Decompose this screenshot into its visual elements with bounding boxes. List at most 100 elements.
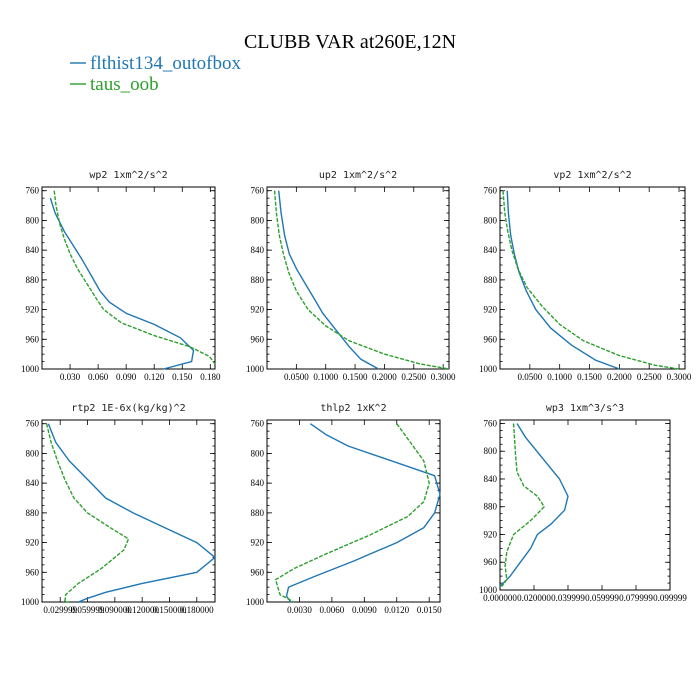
x-tick-label-1-3: 0.2000 [372, 372, 397, 382]
x-tick-label-2-5: 0.3000 [667, 372, 692, 382]
y-tick-label-4-2: 840 [251, 478, 265, 488]
x-tick-label-1-1: 0.1000 [313, 372, 338, 382]
x-tick-label-1-5: 0.3000 [431, 372, 456, 382]
series-line-0-0 [49, 197, 195, 370]
y-tick-label-4-3: 880 [251, 508, 265, 518]
x-tick-label-5-4: 0.079999 [619, 593, 653, 603]
x-tick-label-5-0: 0.000000 [483, 593, 517, 603]
panel-grid: wp2 1xm^2/s^2 760 800 840 880 920 960 1000 0.030… [21, 170, 692, 615]
panel-3: rtp2 1E-6x(kg/kg)^2 760 800 840 880 920 960 100… [21, 403, 217, 615]
y-tick-label-3-3: 880 [26, 508, 40, 518]
y-tick-label-5-6: 1000 [479, 585, 498, 595]
series-line-4-1 [274, 423, 430, 603]
y-tick-label-0-0: 760 [26, 186, 40, 196]
y-tick-label-3-5: 960 [26, 567, 40, 577]
panel-frame-2 [499, 186, 686, 370]
legend-entry-0: flthist134_outofbox [70, 53, 241, 74]
x-tick-label-0-2: 0.090 [116, 372, 137, 382]
y-tick-label-2-1: 800 [484, 215, 498, 225]
series-line-2-1 [502, 190, 680, 370]
x-tick-label-2-4: 0.2500 [637, 372, 662, 382]
y-tick-label-1-6: 1000 [246, 364, 265, 374]
x-tick-label-0-3: 0.120 [144, 372, 165, 382]
panel-4: thlp2 1xK^2 760 800 840 880 920 960 1000 0.0030 0… [246, 403, 442, 615]
panel-frame-4 [266, 419, 441, 603]
x-tick-label-1-4: 0.2500 [401, 372, 426, 382]
series-line-1-1 [273, 190, 450, 370]
x-tick-label-3-1: 0.059999 [71, 605, 105, 615]
y-tick-label-1-1: 800 [251, 215, 265, 225]
y-tick-label-4-1: 800 [251, 448, 265, 458]
figure-title: CLUBB VAR at260E,12N [244, 31, 456, 53]
legend-entry-1: taus_oob [70, 74, 159, 95]
panel-title-4: thlp2 1xK^2 [320, 403, 386, 414]
y-tick-label-4-4: 920 [251, 538, 265, 548]
y-tick-label-5-0: 760 [484, 418, 498, 428]
x-tick-label-2-2: 0.1500 [577, 372, 602, 382]
x-tick-label-3-5: 0.180000 [180, 605, 214, 615]
x-tick-label-2-0: 0.0500 [517, 372, 542, 382]
series-line-1-0 [278, 190, 379, 370]
panel-1: up2 1xm^2/s^2 760 800 840 880 920 960 1000 0.050… [246, 170, 456, 382]
x-tick-label-0-5: 0.180 [200, 372, 221, 382]
panel-5: wp3 1xm^3/s^3 760 800 840 880 920 960 10000.000… [479, 403, 687, 603]
y-tick-label-2-0: 760 [484, 186, 498, 196]
y-tick-label-0-1: 800 [26, 215, 40, 225]
y-tick-label-5-4: 920 [484, 529, 498, 539]
y-tick-label-0-3: 880 [26, 275, 40, 285]
legend: flthist134_outofbox taus_oob [70, 53, 241, 95]
panel-title-0: wp2 1xm^2/s^2 [89, 170, 167, 181]
x-tick-label-2-1: 0.1000 [547, 372, 572, 382]
x-tick-label-4-3: 0.0120 [384, 605, 409, 615]
panel-title-1: up2 1xm^2/s^2 [319, 170, 397, 181]
y-tick-label-4-0: 760 [251, 419, 265, 429]
x-tick-label-3-3: 0.120000 [125, 605, 159, 615]
y-tick-label-0-2: 840 [26, 245, 40, 255]
series-line-3-0 [47, 423, 217, 603]
panel-frame-0 [41, 186, 216, 370]
series-line-5-0 [499, 423, 569, 587]
legend-label-1: taus_oob [90, 74, 159, 95]
y-tick-label-4-5: 960 [251, 567, 265, 577]
y-tick-label-0-6: 1000 [21, 364, 40, 374]
x-tick-label-5-1: 0.020000 [517, 593, 551, 603]
panel-title-3: rtp2 1E-6x(kg/kg)^2 [71, 403, 185, 414]
y-tick-label-2-2: 840 [484, 245, 498, 255]
y-tick-label-1-2: 840 [251, 245, 265, 255]
series-line-0-1 [53, 190, 216, 365]
x-tick-label-4-1: 0.0060 [320, 605, 345, 615]
x-tick-label-4-0: 0.0030 [287, 605, 312, 615]
y-tick-label-5-3: 880 [484, 502, 498, 512]
x-tick-label-1-2: 0.1500 [343, 372, 368, 382]
x-tick-label-3-4: 0.150000 [153, 605, 187, 615]
x-tick-label-4-2: 0.0090 [352, 605, 377, 615]
y-tick-label-3-0: 760 [26, 419, 40, 429]
panel-frame-5 [499, 419, 671, 591]
y-tick-label-0-5: 960 [26, 334, 40, 344]
y-tick-label-0-4: 920 [26, 305, 40, 315]
panel-frame-1 [266, 186, 450, 370]
y-tick-label-5-5: 960 [484, 557, 498, 567]
x-tick-label-1-0: 0.0500 [284, 372, 309, 382]
y-tick-label-5-1: 800 [484, 446, 498, 456]
y-tick-label-2-6: 1000 [479, 364, 498, 374]
panel-frame-3 [41, 419, 216, 603]
y-tick-label-1-3: 880 [251, 275, 265, 285]
x-tick-label-0-4: 0.150 [172, 372, 193, 382]
x-tick-label-0-0: 0.030 [60, 372, 81, 382]
x-tick-label-5-2: 0.039999 [551, 593, 585, 603]
series-line-4-0 [285, 423, 441, 603]
panel-0: wp2 1xm^2/s^2 760 800 840 880 920 960 1000 0.030… [21, 170, 221, 382]
y-tick-label-3-1: 800 [26, 448, 40, 458]
y-tick-label-5-2: 840 [484, 474, 498, 484]
x-tick-label-2-3: 0.2000 [607, 372, 632, 382]
x-tick-label-5-5: 0.099999 [653, 593, 687, 603]
series-line-5-1 [501, 423, 546, 587]
x-tick-label-0-1: 0.060 [88, 372, 109, 382]
x-tick-label-4-4: 0.0150 [417, 605, 442, 615]
y-tick-label-3-2: 840 [26, 478, 40, 488]
y-tick-label-3-4: 920 [26, 538, 40, 548]
series-line-3-1 [45, 423, 130, 603]
panel-2: vp2 1xm^2/s^2 760 800 840 880 920 960 1000 0.050… [479, 170, 692, 382]
y-tick-label-3-6: 1000 [21, 597, 40, 607]
